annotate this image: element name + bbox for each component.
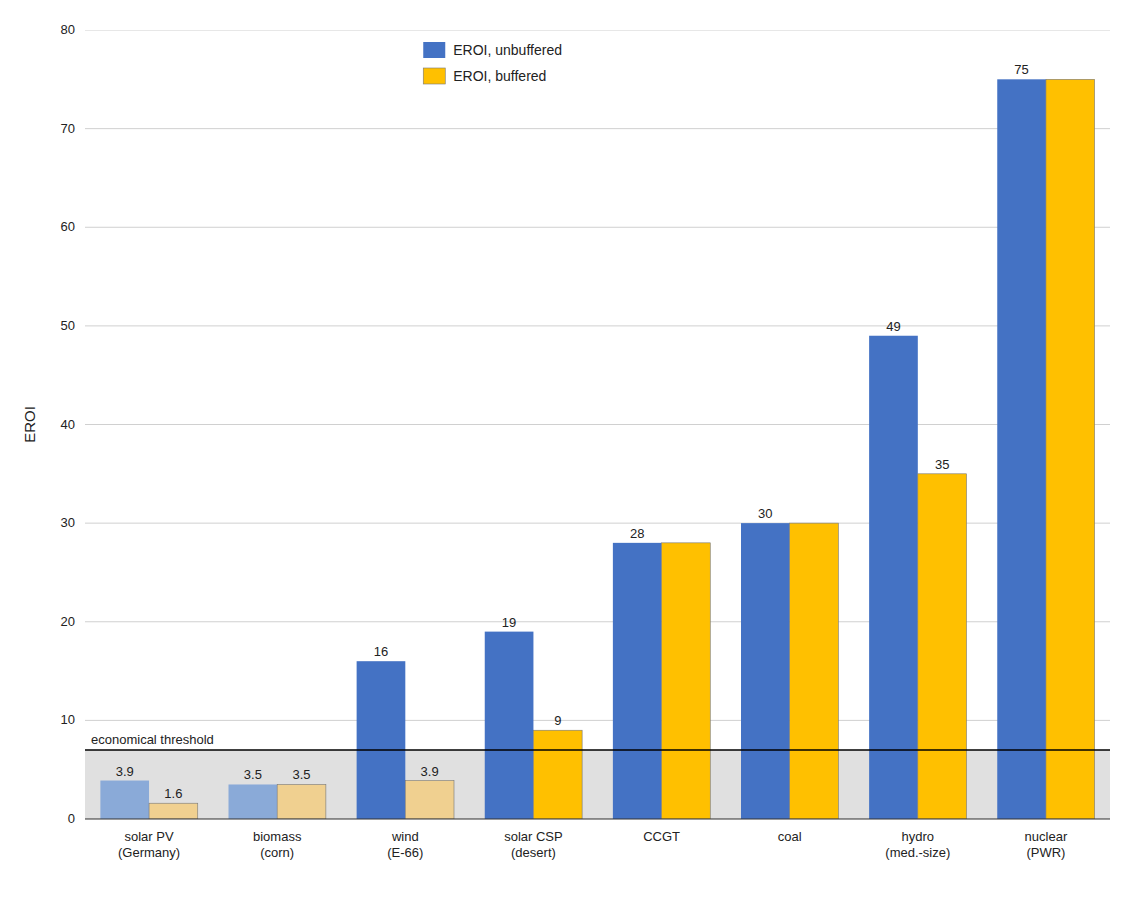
- x-tick-label: coal: [778, 829, 802, 844]
- bar: [997, 79, 1046, 819]
- y-tick-label: 60: [61, 219, 75, 234]
- bar: [662, 543, 711, 819]
- x-tick-label: CCGT: [643, 829, 680, 844]
- bar: [229, 784, 278, 819]
- grid-line: [85, 325, 1110, 326]
- x-tick-label: biomass(corn): [253, 829, 302, 860]
- bar: [790, 523, 839, 819]
- y-tick-label: 80: [61, 22, 75, 37]
- y-tick-label: 10: [61, 712, 75, 727]
- bar: [869, 336, 918, 819]
- bar: [485, 632, 534, 819]
- threshold-line: [85, 749, 1110, 751]
- x-tick-label: nuclear(PWR): [1025, 829, 1068, 860]
- bar: [741, 523, 790, 819]
- data-label: 3.5: [292, 767, 310, 782]
- x-tick-label-line: (Germany): [118, 845, 180, 860]
- x-tick-label-line: solar CSP: [504, 829, 563, 844]
- data-label: 75: [1014, 62, 1028, 77]
- bar: [405, 781, 454, 819]
- data-label: 28: [630, 526, 644, 541]
- bar: [357, 661, 406, 819]
- annotations: economical threshold: [85, 732, 1110, 750]
- grid-line: [85, 128, 1110, 129]
- grid-line: [85, 424, 1110, 425]
- x-tick-label-line: (corn): [260, 845, 294, 860]
- y-tick-label: 70: [61, 121, 75, 136]
- x-axis-line: [85, 818, 1110, 819]
- data-label: 3.9: [421, 764, 439, 779]
- grid-line: [85, 30, 1110, 31]
- bars: [100, 79, 1094, 819]
- bar: [1046, 79, 1095, 819]
- x-axis: solar PV(Germany) biomass(corn) wind(E-66)…: [118, 829, 1068, 860]
- legend-swatch: [423, 68, 445, 84]
- bar: [533, 730, 582, 819]
- bar: [918, 474, 967, 819]
- bar: [100, 781, 149, 819]
- legend: EROI, unbuffered EROI, buffered: [423, 42, 562, 84]
- data-label: 35: [935, 457, 949, 472]
- y-tick-label: 50: [61, 318, 75, 333]
- data-label: 1.6: [164, 786, 182, 801]
- legend-label: EROI, unbuffered: [453, 42, 562, 58]
- y-tick-label: 30: [61, 515, 75, 530]
- y-tick-label: 0: [68, 811, 75, 826]
- x-tick-label-line: solar PV: [124, 829, 173, 844]
- data-label: 19: [502, 615, 516, 630]
- x-tick-label-line: coal: [778, 829, 802, 844]
- bar: [277, 784, 326, 819]
- x-tick-label-line: (med.-size): [885, 845, 950, 860]
- x-tick-label-line: CCGT: [643, 829, 680, 844]
- x-tick-label: solar CSP(desert): [504, 829, 563, 860]
- x-tick-label: solar PV(Germany): [118, 829, 180, 860]
- y-axis-label: EROI: [21, 406, 38, 443]
- x-tick-label-line: nuclear: [1025, 829, 1068, 844]
- y-tick-label: 20: [61, 614, 75, 629]
- grid-line: [85, 819, 1110, 820]
- x-tick-label-line: hydro: [902, 829, 935, 844]
- data-label: 3.9: [116, 764, 134, 779]
- x-tick-label-line: (PWR): [1026, 845, 1065, 860]
- data-labels: 3.9 3.5 16 19 28 30 49 75 1.6 3.5 3.9 9 35: [116, 62, 1029, 801]
- data-label: 16: [374, 644, 388, 659]
- data-label: 3.5: [244, 767, 262, 782]
- bar: [613, 543, 662, 819]
- x-tick-label-line: biomass: [253, 829, 302, 844]
- x-tick-label-line: wind: [391, 829, 419, 844]
- legend-swatch: [423, 42, 445, 58]
- y-tick-label: 40: [61, 417, 75, 432]
- threshold-label: economical threshold: [91, 732, 214, 747]
- x-tick-label-line: (E-66): [387, 845, 423, 860]
- data-label: 30: [758, 506, 772, 521]
- background: [85, 30, 1110, 819]
- data-label: 49: [886, 319, 900, 334]
- y-axis: 0 10 20 30 40 50 60 70 80: [61, 22, 75, 826]
- x-tick-label: wind(E-66): [387, 829, 423, 860]
- x-tick-label: hydro(med.-size): [885, 829, 950, 860]
- legend-label: EROI, buffered: [453, 68, 546, 84]
- data-label: 9: [554, 713, 561, 728]
- grid-line: [85, 227, 1110, 228]
- chart: 0 10 20 30 40 50 60 70 80 EROI economical threshol…: [0, 0, 1140, 899]
- x-tick-label-line: (desert): [511, 845, 556, 860]
- bar: [149, 803, 198, 819]
